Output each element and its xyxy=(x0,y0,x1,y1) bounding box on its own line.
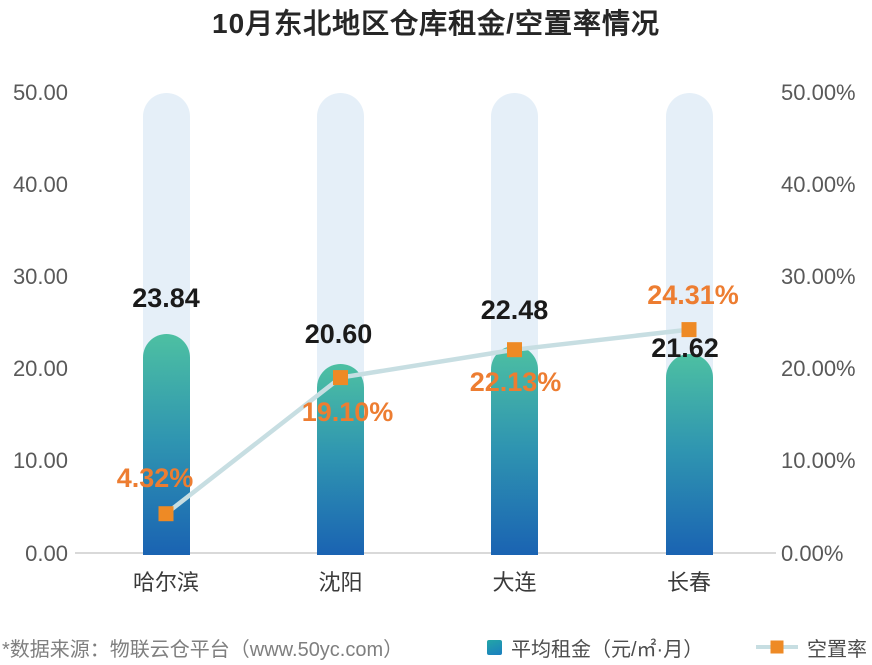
left-axis-tick: 30.00 xyxy=(12,264,68,290)
rent-value-label: 21.62 xyxy=(651,333,719,363)
line-legend-swatch-icon xyxy=(756,640,798,654)
legend-label-rent: 平均租金（元/㎡·月） xyxy=(511,638,704,661)
vacancy-line xyxy=(164,327,690,516)
left-axis-tick: 20.00 xyxy=(12,356,68,382)
right-axis-tick: 0.00% xyxy=(781,540,844,566)
rent-bar xyxy=(491,346,538,556)
rent-value-label: 22.48 xyxy=(480,295,549,325)
vacancy-marker xyxy=(507,342,522,358)
rent-value-label: 23.84 xyxy=(132,283,200,313)
right-axis-tick: 30.00% xyxy=(781,264,856,290)
legend-item-vacancy: 空置率 xyxy=(756,634,867,661)
right-axis-tick: 20.00% xyxy=(781,356,856,382)
bar-legend-swatch-icon xyxy=(487,639,502,655)
rent-value-label: 20.60 xyxy=(304,319,373,349)
x-axis-label: 大连 xyxy=(492,570,537,595)
legend-item-rent: 平均租金（元/㎡·月） xyxy=(487,634,704,661)
right-axis-tick: 40.00% xyxy=(781,172,856,198)
x-axis-label: 长春 xyxy=(666,570,712,595)
right-axis-tick: 10.00% xyxy=(781,448,856,474)
vacancy-value-label: 4.32% xyxy=(116,463,194,493)
rent-bar xyxy=(665,354,713,556)
vacancy-value-label: 24.31% xyxy=(647,280,739,310)
vacancy-marker xyxy=(333,370,348,386)
vacancy-value-label: 22.13% xyxy=(469,367,562,397)
left-axis-tick: 10.00 xyxy=(12,448,68,474)
legend-label-vacancy: 空置率 xyxy=(807,638,867,661)
x-axis-line xyxy=(75,552,776,554)
source-note: *数据来源：物联云仓平台（www.50yc.com） xyxy=(2,639,404,661)
x-axis-label: 沈阳 xyxy=(318,570,363,595)
vacancy-marker xyxy=(681,322,697,338)
left-axis-tick: 50.00 xyxy=(12,80,68,105)
rent-bar xyxy=(317,363,364,556)
left-axis-tick: 0.00 xyxy=(25,540,68,566)
left-axis-tick: 40.00 xyxy=(12,172,68,198)
chart-title: 10月东北地区仓库租金/空置率情况 xyxy=(212,8,660,39)
line-legend-square-icon xyxy=(770,640,784,654)
vacancy-marker xyxy=(158,506,174,522)
vacancy-value-label: 19.10% xyxy=(301,397,394,427)
right-axis-tick: 50.00% xyxy=(781,80,856,105)
x-axis-label: 哈尔滨 xyxy=(132,570,200,595)
